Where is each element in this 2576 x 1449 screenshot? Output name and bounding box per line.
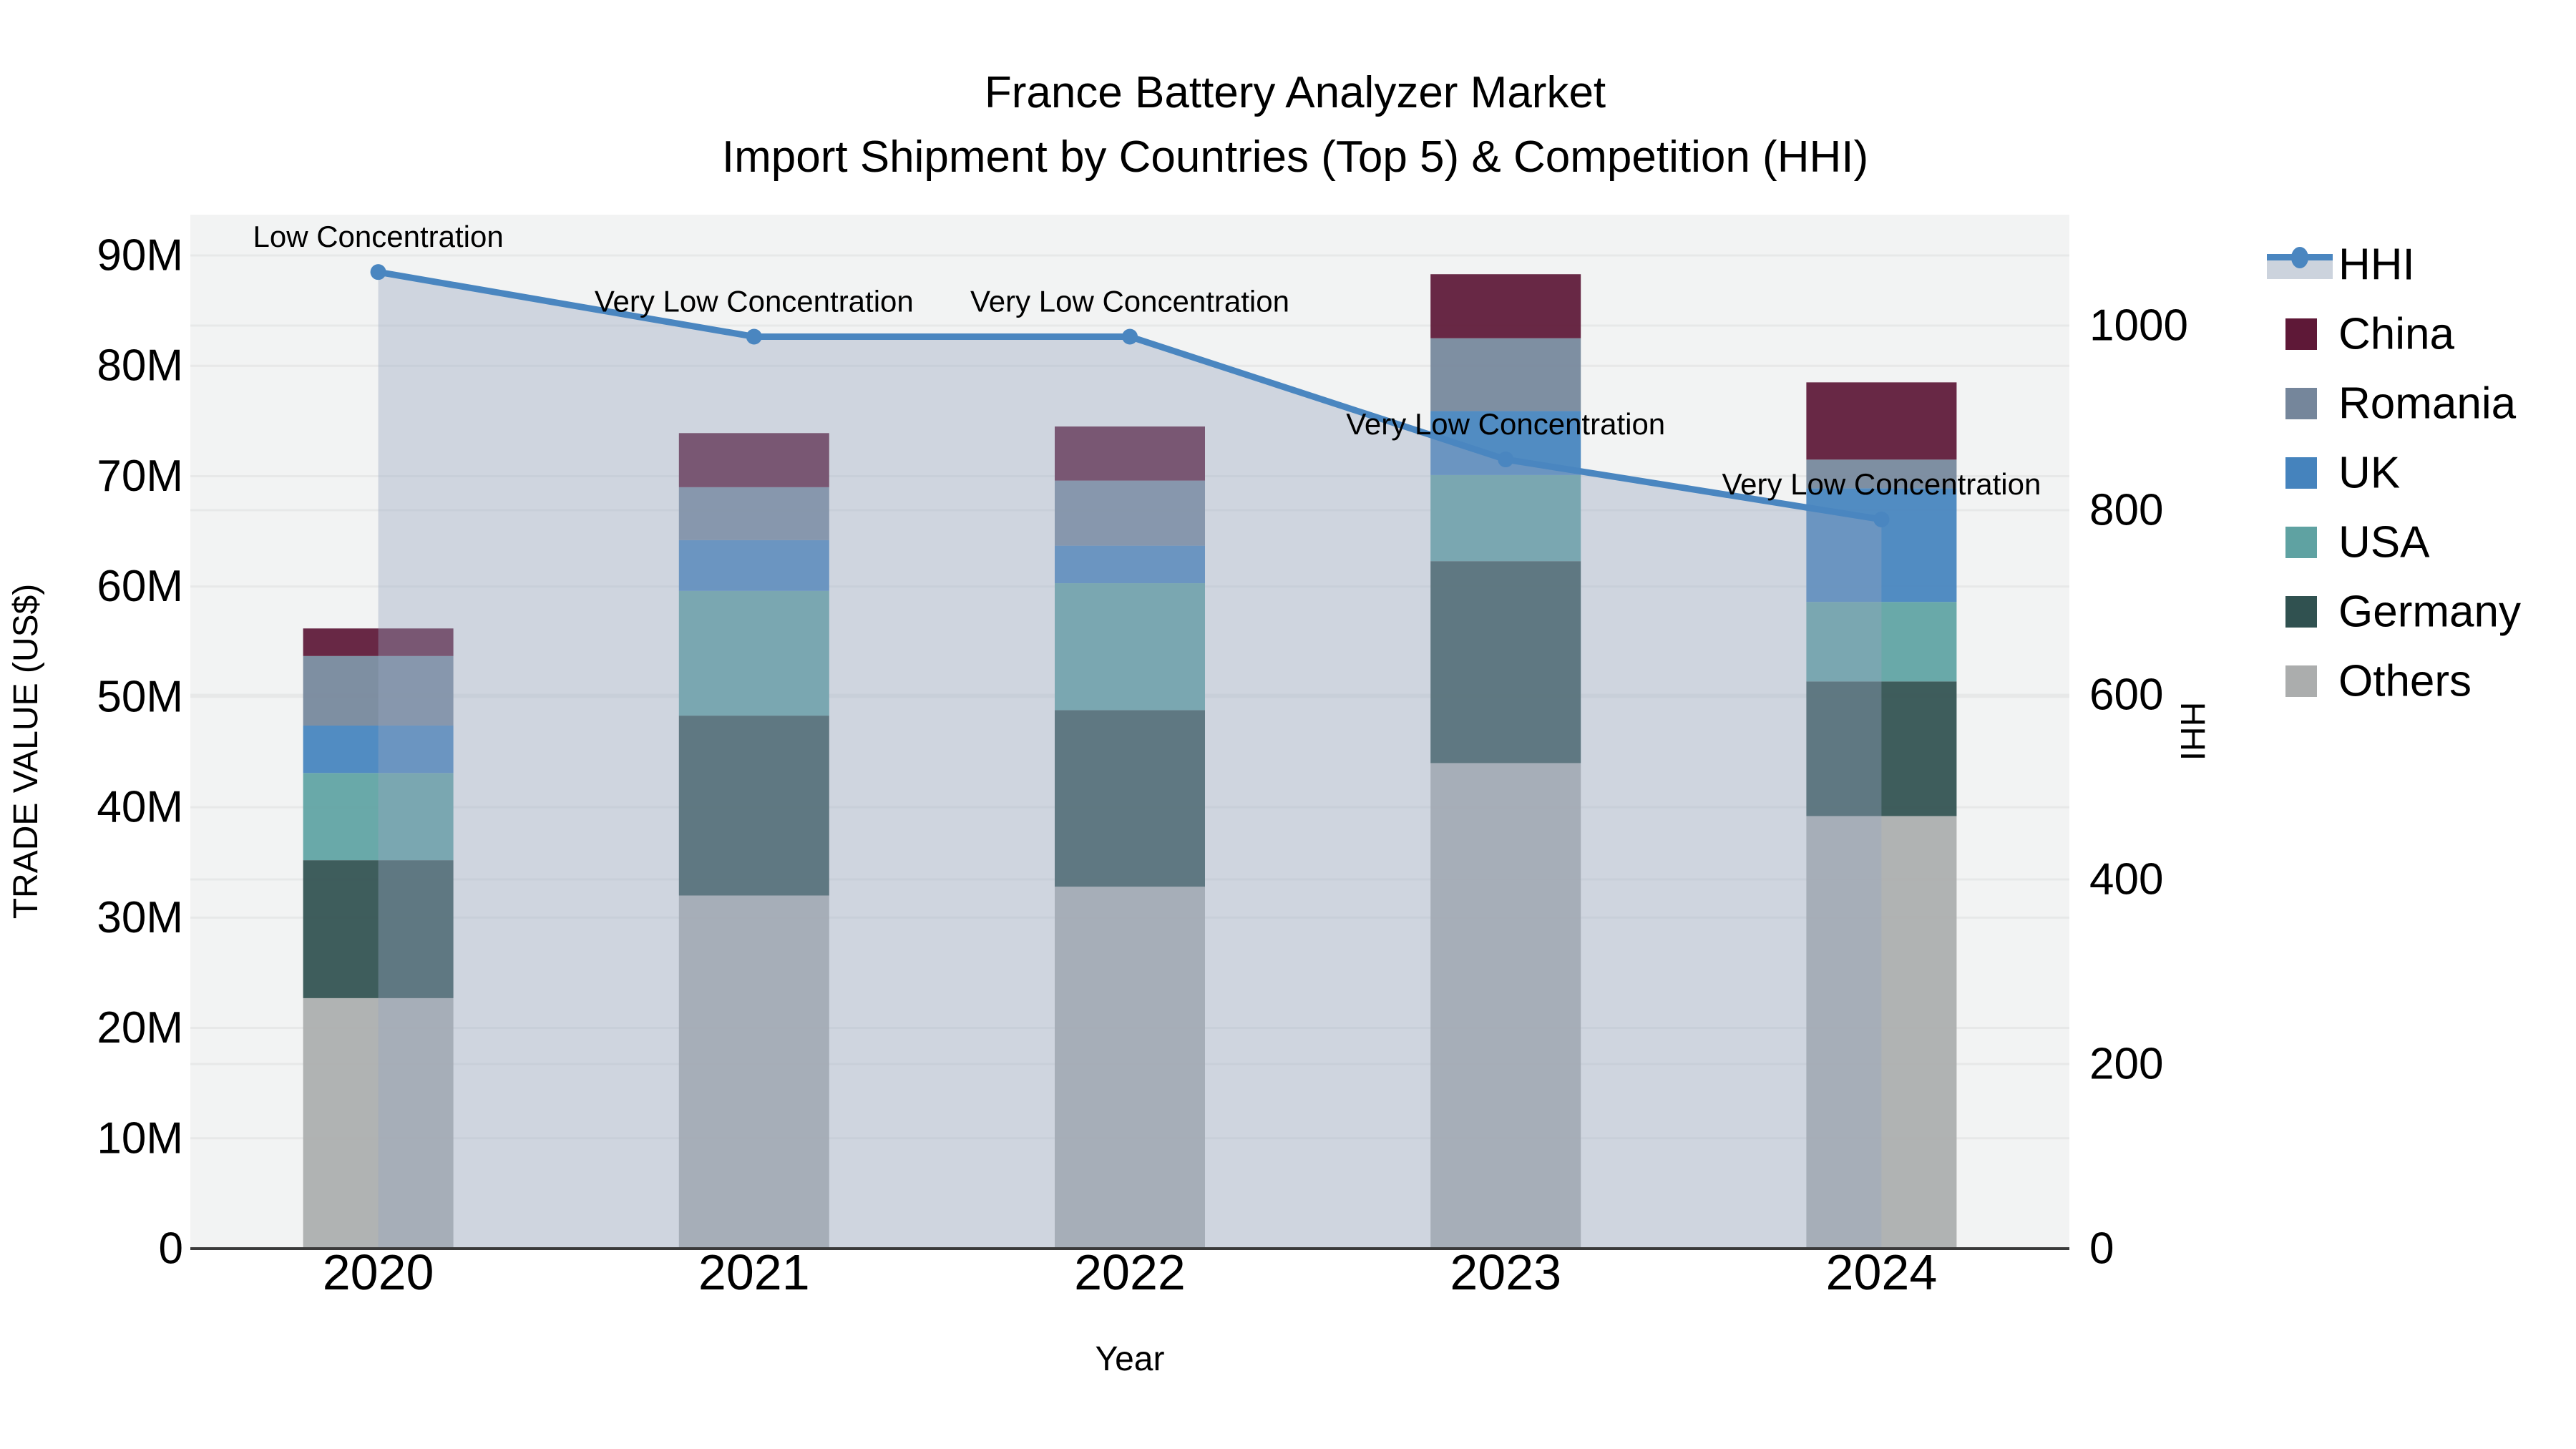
- annotation-2022: Very Low Concentration: [970, 284, 1289, 318]
- legend: [2267, 247, 2333, 697]
- legend-swatch-others: [2285, 665, 2317, 697]
- y-right-tick-label: 0: [2089, 1224, 2114, 1274]
- bar-segment-2020-usa: [303, 773, 454, 861]
- hhi-marker-2023: [1498, 452, 1514, 468]
- hhi-area: [378, 272, 1882, 1249]
- bar-segment-2023-romania: [1430, 338, 1581, 411]
- bar-segment-2020-germany: [303, 860, 454, 998]
- y-left-tick-label: 60M: [97, 562, 183, 611]
- legend-hhi-marker-icon: [2291, 247, 2308, 268]
- y-left-tick-label: 0: [159, 1224, 183, 1274]
- annotation-2024: Very Low Concentration: [1722, 467, 2041, 501]
- y-right-tick-label: 400: [2089, 855, 2163, 904]
- legend-item-china: [2285, 318, 2317, 350]
- bar-segment-2020-uk: [303, 725, 454, 774]
- y-left-tick-label: 40M: [97, 783, 183, 832]
- bar-segment-2023-usa: [1430, 474, 1581, 562]
- y-left-tick-label: 70M: [97, 452, 183, 501]
- legend-item-hhi: [2267, 247, 2333, 279]
- y-left-tick-label: 50M: [97, 672, 183, 721]
- bar-segment-2021-others: [678, 895, 829, 1249]
- legend-swatch-uk: [2285, 457, 2317, 489]
- x-tick-label-2021: 2021: [698, 1244, 810, 1300]
- bar-segment-2023-others: [1430, 763, 1581, 1249]
- annotation-2021: Very Low Concentration: [595, 284, 914, 318]
- legend-item-others: [2285, 665, 2317, 697]
- bar-segment-2024-romania: [1806, 459, 1957, 489]
- y-left-tick-label: 10M: [97, 1113, 183, 1163]
- bar-segment-2022-china: [1055, 426, 1205, 481]
- hhi-marker-2020: [370, 264, 386, 280]
- x-tick-label-2020: 2020: [323, 1244, 434, 1300]
- axis-title-x: Year: [1096, 1340, 1165, 1378]
- legend-item-germany: [2285, 596, 2317, 628]
- y-left-tick-label: 80M: [97, 341, 183, 391]
- x-tick-label-2024: 2024: [1826, 1244, 1938, 1300]
- legend-swatch-germany: [2285, 596, 2317, 628]
- y-left-tick-label: 30M: [97, 893, 183, 942]
- x-tick-label-2023: 2023: [1450, 1244, 1561, 1300]
- legend-label-hhi: HHI: [2338, 240, 2415, 290]
- bar-segment-2022-uk: [1055, 545, 1205, 584]
- legend-item-romania: [2285, 388, 2317, 419]
- bar-segment-2021-uk: [678, 540, 829, 591]
- legend-swatch-romania: [2285, 388, 2317, 419]
- legend-swatch-china: [2285, 318, 2317, 350]
- bar-segment-2024-china: [1806, 382, 1957, 460]
- legend-label-germany: Germany: [2338, 587, 2521, 637]
- x-tick-label-2022: 2022: [1074, 1244, 1186, 1300]
- bar-segment-2021-romania: [678, 487, 829, 540]
- bar-segment-2020-romania: [303, 655, 454, 726]
- bar-segment-2022-germany: [1055, 710, 1205, 887]
- bar-segment-2021-usa: [678, 590, 829, 716]
- bar-segment-2021-germany: [678, 716, 829, 896]
- legend-label-romania: Romania: [2338, 379, 2517, 429]
- axis-title-y-left: TRADE VALUE (US$): [7, 584, 45, 919]
- legend-swatch-usa: [2285, 527, 2317, 558]
- bar-segment-2021-china: [678, 433, 829, 487]
- y-right-tick-label: 600: [2089, 670, 2163, 720]
- hhi-marker-2022: [1122, 328, 1138, 345]
- legend-label-china: China: [2338, 310, 2455, 359]
- legend-label-others: Others: [2338, 657, 2472, 706]
- bar-segment-2024-others: [1806, 816, 1957, 1249]
- bar-segment-2024-uk: [1806, 488, 1957, 602]
- bar-segment-2023-china: [1430, 274, 1581, 338]
- bar-segment-2020-china: [303, 628, 454, 656]
- bar-segment-2024-usa: [1806, 602, 1957, 682]
- bar-segment-2020-others: [303, 997, 454, 1249]
- bar-segment-2022-usa: [1055, 583, 1205, 711]
- chart-title-line1: France Battery Analyzer Market: [985, 68, 1606, 117]
- annotation-2023: Very Low Concentration: [1346, 407, 1665, 441]
- annotation-2020: Low Concentration: [253, 220, 503, 253]
- y-right-tick-label: 1000: [2089, 301, 2188, 351]
- bar-segment-2022-romania: [1055, 480, 1205, 546]
- bar-segment-2024-germany: [1806, 681, 1957, 816]
- y-left-tick-label: 20M: [97, 1003, 183, 1053]
- hhi-marker-2024: [1873, 511, 1890, 527]
- y-right-tick-label: 200: [2089, 1040, 2163, 1089]
- legend-label-uk: UK: [2338, 449, 2400, 498]
- hhi-marker-2021: [746, 328, 762, 345]
- y-left-tick-label: 90M: [97, 231, 183, 280]
- bar-segment-2023-germany: [1430, 561, 1581, 763]
- y-right-tick-label: 800: [2089, 486, 2163, 535]
- bar-segment-2022-others: [1055, 887, 1205, 1249]
- legend-item-uk: [2285, 457, 2317, 489]
- chart-title-line2: Import Shipment by Countries (Top 5) & C…: [722, 132, 1868, 182]
- legend-label-usa: USA: [2338, 518, 2430, 567]
- axis-title-y-right: HHI: [2173, 702, 2211, 761]
- legend-item-usa: [2285, 527, 2317, 558]
